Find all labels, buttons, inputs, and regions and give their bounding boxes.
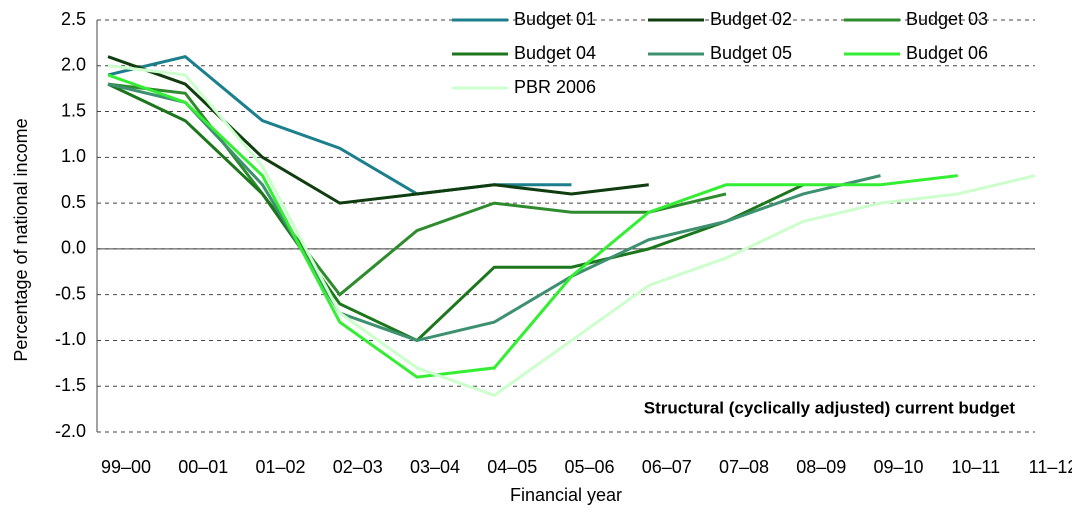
y-tick-label: -0.5 (55, 283, 86, 303)
y-tick-label: 1.0 (61, 146, 86, 166)
series-line (107, 82, 804, 343)
legend-label: Budget 06 (906, 43, 988, 63)
y-tick-label: -2.0 (55, 421, 86, 441)
x-tick-label: 10–11 (951, 457, 1000, 477)
x-tick-label: 08–09 (796, 457, 846, 477)
y-axis-label: Percentage of national income (11, 118, 31, 361)
x-tick-label: 01–02 (255, 457, 305, 477)
y-tick-label: 0.0 (61, 238, 86, 258)
x-tick-label: 07–08 (719, 457, 769, 477)
x-tick-label: 11–12 (1029, 457, 1072, 477)
x-axis-label: Financial year (510, 485, 622, 505)
legend-label: Budget 01 (514, 9, 596, 29)
series-line (107, 64, 1036, 398)
x-tick-label: 04–05 (487, 457, 537, 477)
x-tick-label: 00–01 (178, 457, 228, 477)
series-line (107, 54, 572, 196)
y-tick-label: 0.5 (61, 192, 86, 212)
legend-label: Budget 03 (906, 9, 988, 29)
legend-label: Budget 04 (514, 43, 596, 63)
x-tick-label: 09–10 (873, 457, 923, 477)
series-line (107, 82, 881, 343)
legend-label: Budget 02 (710, 9, 792, 29)
y-tick-label: 1.5 (61, 100, 86, 120)
y-tick-label: 2.5 (61, 9, 86, 29)
series-line (107, 55, 649, 205)
y-tick-label: -1.0 (55, 329, 86, 349)
x-tick-label: 06–07 (642, 457, 692, 477)
legend-label: Budget 05 (710, 43, 792, 63)
x-tick-label: 05–06 (564, 457, 614, 477)
y-tick-label: 2.0 (61, 55, 86, 75)
annotation: Structural (cyclically adjusted) current… (644, 398, 1016, 417)
x-tick-label: 02–03 (333, 457, 383, 477)
y-tick-label: -1.5 (55, 375, 86, 395)
x-tick-label: 99–00 (101, 457, 151, 477)
legend-label: PBR 2006 (514, 77, 596, 97)
x-tick-label: 03–04 (410, 457, 460, 477)
series-line (107, 73, 958, 379)
